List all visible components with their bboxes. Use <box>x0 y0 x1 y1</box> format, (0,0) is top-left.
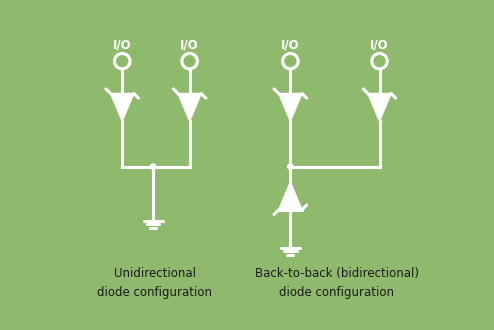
Circle shape <box>288 164 293 169</box>
Polygon shape <box>111 93 134 121</box>
Text: Back-to-back (bidirectional)
diode configuration: Back-to-back (bidirectional) diode confi… <box>255 267 419 299</box>
Text: Unidirectional
diode configuration: Unidirectional diode configuration <box>97 267 212 299</box>
Text: I/O: I/O <box>180 39 199 52</box>
Text: I/O: I/O <box>113 39 131 52</box>
Polygon shape <box>279 182 302 210</box>
Polygon shape <box>368 93 391 121</box>
Text: I/O: I/O <box>370 39 389 52</box>
Polygon shape <box>178 93 201 121</box>
Circle shape <box>151 164 156 169</box>
Text: I/O: I/O <box>281 39 300 52</box>
Polygon shape <box>279 93 302 121</box>
